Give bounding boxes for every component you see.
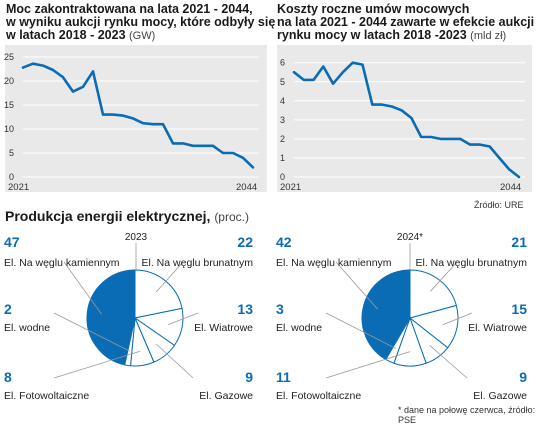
y-tick-label: 6 [280,58,285,68]
leader-line [63,261,102,315]
x-tick-label: 2044 [236,182,257,193]
pie-value-label: 47 [4,234,20,250]
y-tick-label: 15 [4,100,14,110]
pie-value-label: 21 [511,234,527,250]
x-tick-label: 2021 [8,182,29,193]
pie-value-label: 9 [245,369,253,385]
pie-value-label: 9 [519,369,527,385]
pie-value-label: 42 [276,234,292,250]
pie-value-label: 13 [237,301,253,317]
source-top: Źródło: URE [474,200,524,210]
y-tick-label: 4 [280,96,285,106]
chart1-title-line: Moc zakontraktowana na lata 2021 - 2044, [6,2,253,16]
chart2-title-line: na lata 2021 - 2044 zawarte w efekcie au… [277,15,535,29]
pie-category-label: El. Gazowe [199,390,253,402]
pie-slice [86,269,136,366]
pie-category-label: El. Na węglu kamiennym [276,257,392,269]
leader-line [53,350,141,379]
leader-line [325,312,396,349]
y-tick-label: 10 [4,124,14,134]
pie-value-label: 3 [276,301,284,317]
leader-line [167,312,199,326]
pie-value-label: 22 [237,234,253,250]
leader-line [325,351,411,379]
x-tick-label: 2044 [500,182,521,193]
pie-category-label: El. Fotowoltaiczne [4,390,89,402]
chart1-title-line: w wyniku aukcji rynku mocy, które odbyły… [6,15,276,29]
y-tick-label: 5 [9,148,14,158]
section-title-text: Produkcja energii elektrycznej, [5,208,211,224]
chart2-panel [277,45,532,192]
pie-value-label: 15 [511,301,527,317]
y-tick-label: 20 [4,76,14,86]
y-tick-label: 2 [280,134,285,144]
leader-line [155,343,194,379]
chart2-unit: (mld zł) [470,30,507,42]
x-tick-label: 2021 [280,182,301,193]
leader-line [53,312,130,352]
chart2-title: Koszty roczne umów mocowych na lata 2021… [277,3,534,43]
pie-category-label: El. Na węglu brunatnym [142,257,254,269]
pie-title: 2023 [125,232,148,243]
chart2-title-line: rynku mocy w latach 2018 -2023 (mld zł) [277,29,534,43]
chart1-title-line: w latach 2018 - 2023 (GW) [6,29,275,43]
pie-slice [409,269,457,319]
chart1-unit: (GW) [129,30,156,42]
y-tick-label: 25 [4,52,14,62]
y-tick-label: 5 [280,77,285,87]
leader-line [430,261,458,292]
pie-title: 2024* [397,232,423,243]
pie-category-label: El. Na węglu brunatnym [416,257,528,269]
y-tick-label: 0 [280,172,285,182]
chart2-title-line: Koszty roczne umów mocowych [277,2,470,16]
pie-category-label: El. wodne [4,322,50,334]
section-title: Produkcja energii elektrycznej, (proc.) [5,208,249,224]
pie-value-label: 2 [4,301,12,317]
pie-value-label: 11 [276,369,291,385]
leader-line [442,312,473,326]
pie-category-label: El. Fotowoltaiczne [276,390,361,402]
series-line [21,62,255,169]
pie-slice [134,269,183,319]
pie-category-label: El. Gazowe [473,390,527,402]
chart2-title-line-text: rynku mocy w latach 2018 -2023 [277,28,467,42]
leader-line [155,261,184,293]
leader-line [429,344,468,379]
section-unit: (proc.) [214,210,249,224]
leader-line [335,261,378,310]
pie-value-label: 8 [4,369,12,385]
chart1-title: Moc zakontraktowana na lata 2021 - 2044,… [6,3,275,43]
pie-category-label: El. Wiatrowe [194,322,253,334]
y-tick-label: 3 [280,115,285,125]
chart1-title-line-text: w latach 2018 - 2023 [6,28,126,42]
series-line [292,61,521,179]
pie-category-label: El. wodne [276,322,322,334]
y-tick-label: 0 [9,172,14,182]
pie-category-label: El. Wiatrowe [468,322,527,334]
y-tick-label: 1 [280,153,285,163]
pie-category-label: El. Na węglu kamiennym [4,257,120,269]
footnote: * dane na połowę czerwca, źródło: PSE [398,405,536,425]
